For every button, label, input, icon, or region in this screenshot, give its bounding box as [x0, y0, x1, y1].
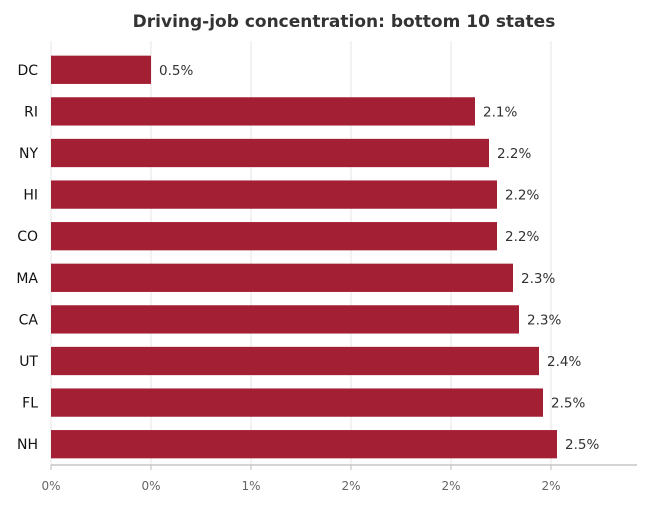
x-tick-label: 0%: [41, 479, 60, 493]
value-label: 2.2%: [505, 229, 539, 245]
x-tick-label: 0%: [141, 479, 160, 493]
value-label: 2.2%: [505, 188, 539, 204]
category-labels: DC RI NY HI CO MA CA UT FL NH: [16, 63, 38, 453]
value-label: 2.5%: [565, 437, 599, 453]
value-label: 2.3%: [521, 271, 555, 287]
bar-ny: [51, 138, 489, 168]
category-label: RI: [24, 104, 38, 120]
category-label: UT: [19, 354, 38, 370]
bar-ca: [51, 305, 519, 334]
category-label: DC: [17, 63, 38, 79]
value-label: 2.3%: [527, 312, 561, 328]
category-label: NY: [19, 146, 38, 162]
bars: [51, 55, 557, 459]
category-label: CA: [19, 312, 39, 328]
x-tick-label: 2%: [441, 479, 460, 493]
category-label: NH: [17, 437, 38, 453]
bar-hi: [51, 180, 497, 209]
bar-nh: [51, 430, 557, 459]
category-label: FL: [22, 396, 38, 412]
bar-ma: [51, 263, 513, 292]
category-label: MA: [16, 271, 38, 287]
value-label: 2.4%: [547, 354, 581, 370]
x-tick-label: 2%: [541, 479, 560, 493]
category-label: CO: [17, 229, 38, 245]
chart-title: Driving-job concentration: bottom 10 sta…: [133, 12, 556, 32]
value-labels: 0.5% 2.1% 2.2% 2.2% 2.2% 2.3% 2.3% 2.4% 2.5% 2.5%: [159, 63, 599, 453]
value-label: 0.5%: [159, 63, 193, 79]
bar-dc: [51, 55, 151, 84]
x-tick-label: 2%: [341, 479, 360, 493]
bar-ri: [51, 97, 475, 126]
value-label: 2.2%: [497, 146, 531, 162]
bar-co: [51, 222, 497, 251]
x-axis-ticks: 0% 0% 1% 2% 2% 2%: [41, 465, 561, 493]
x-tick-label: 1%: [241, 479, 260, 493]
value-label: 2.1%: [483, 104, 517, 120]
bar-fl: [51, 388, 543, 417]
value-label: 2.5%: [551, 396, 585, 412]
bar-ut: [51, 346, 539, 376]
category-label: HI: [23, 188, 38, 204]
